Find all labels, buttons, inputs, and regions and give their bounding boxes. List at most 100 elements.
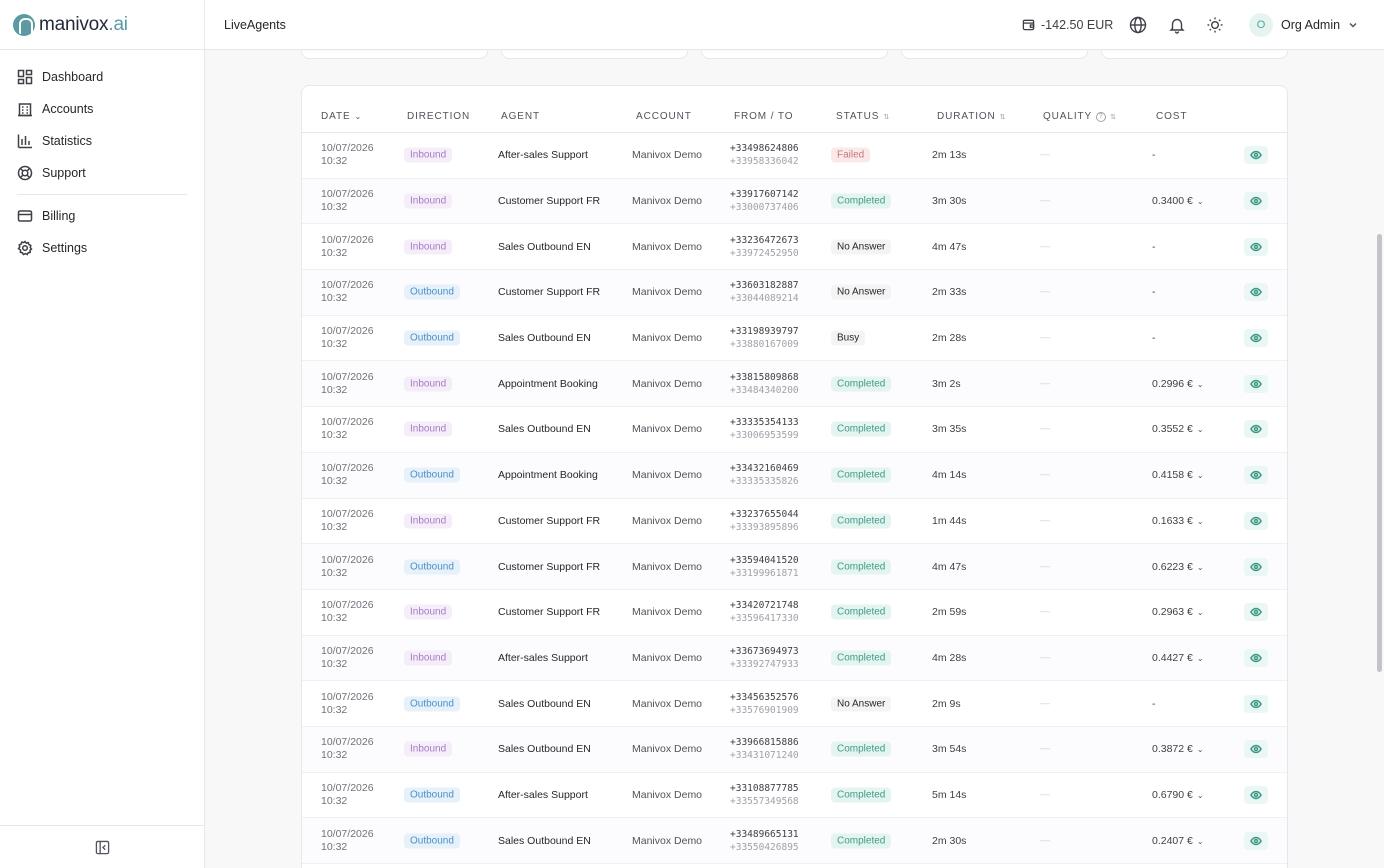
stat-card <box>301 51 488 59</box>
lifebuoy-icon <box>17 165 33 181</box>
table-row[interactable]: 10/07/2026 10:32 Inbound Sales Outbound EN M… <box>302 726 1287 773</box>
stat-card <box>501 51 688 59</box>
globe-icon[interactable] <box>1129 16 1147 34</box>
avatar: O <box>1249 12 1273 37</box>
call-cost[interactable]: 0.3872 € ⌄ <box>1152 743 1204 756</box>
table-row[interactable]: 10/07/2026 10:32 Inbound Sales Outbound EN M… <box>302 407 1287 453</box>
scrollbar[interactable] <box>1377 234 1382 672</box>
column-header-duration[interactable]: DURATION ⇅ <box>937 111 1007 122</box>
account-name: Manivox Demo <box>632 149 703 162</box>
bell-icon[interactable] <box>1168 16 1186 34</box>
sun-icon[interactable] <box>1206 16 1224 34</box>
call-cost[interactable]: 0.3552 € ⌄ <box>1152 423 1204 436</box>
view-call-button[interactable] <box>1244 740 1268 759</box>
direction-badge: Inbound <box>404 513 453 529</box>
view-call-button[interactable] <box>1244 374 1268 393</box>
table-row[interactable]: 10/07/2026 10:32 Inbound Sales Outbound EN M… <box>302 224 1287 271</box>
call-cost[interactable]: 0.2996 € ⌄ <box>1152 377 1204 390</box>
call-cost[interactable]: 0.4427 € ⌄ <box>1152 651 1204 664</box>
phone-numbers: +33420721748 +33596417330 <box>730 600 799 625</box>
sidebar-item-support[interactable]: Support <box>0 157 204 189</box>
agent-name: Sales Outbound EN <box>498 423 591 436</box>
sidebar-item-settings[interactable]: Settings <box>0 232 204 264</box>
column-header-date[interactable]: DATE ⌄ <box>321 111 363 122</box>
call-duration: 1m 44s <box>932 514 967 527</box>
call-cost[interactable]: 0.6790 € ⌄ <box>1152 788 1204 801</box>
view-call-button[interactable] <box>1244 694 1268 713</box>
column-header-direction: DIRECTION <box>407 111 471 122</box>
view-call-button[interactable] <box>1244 237 1268 256</box>
sidebar-item-dashboard[interactable]: Dashboard <box>0 61 204 93</box>
table-row[interactable]: 10/07/2026 10:32 Inbound Appointment Bookin… <box>302 361 1287 408</box>
table-row[interactable]: 10/07/2026 10:32 Inbound After-sales Suppor… <box>302 133 1287 179</box>
call-date: 10/07/2026 10:32 <box>321 599 374 625</box>
view-call-button[interactable] <box>1244 831 1268 850</box>
view-call-button[interactable] <box>1244 466 1268 485</box>
call-duration: 3m 54s <box>932 743 967 756</box>
balance-amount: -142.50 EUR <box>1041 17 1114 32</box>
sidebar-item-statistics[interactable]: Statistics <box>0 125 204 157</box>
table-row[interactable]: 10/07/2026 10:32 Outbound Customer Support … <box>302 544 1287 590</box>
table-row[interactable]: 10/07/2026 10:32 Outbound Sales Outbound EN… <box>302 818 1287 864</box>
direction-badge: Outbound <box>404 330 460 346</box>
view-call-button[interactable] <box>1244 329 1268 348</box>
direction-badge: Inbound <box>404 650 453 666</box>
agent-name: After-sales Support <box>498 788 588 801</box>
call-cost[interactable]: 0.3400 € ⌄ <box>1152 195 1204 208</box>
stat-card <box>1101 51 1288 59</box>
agent-name: Customer Support FR <box>498 195 601 208</box>
phone-numbers: +33815809868 +33484340200 <box>730 371 799 396</box>
chevron-down-icon: ⌄ <box>1196 790 1204 800</box>
call-cost[interactable]: 0.6223 € ⌄ <box>1152 560 1204 573</box>
column-header-status[interactable]: STATUS ⇅ <box>836 111 891 122</box>
breadcrumb: LiveAgents <box>224 17 286 32</box>
status-badge: Completed <box>831 833 892 849</box>
status-badge: No Answer <box>831 239 892 255</box>
sidebar-item-billing[interactable]: Billing <box>0 200 204 232</box>
phone-numbers: +33966815886 +33431071240 <box>730 737 799 762</box>
agent-name: After-sales Support <box>498 149 588 162</box>
table-row[interactable]: 10/07/2026 10:32 Outbound Sales Outbound EN… <box>302 681 1287 727</box>
view-call-button[interactable] <box>1244 557 1268 576</box>
table-row[interactable]: 10/07/2026 10:32 Inbound Customer Support F… <box>302 590 1287 636</box>
view-call-button[interactable] <box>1244 192 1268 211</box>
view-call-button[interactable] <box>1244 648 1268 667</box>
call-date: 10/07/2026 10:32 <box>321 553 374 579</box>
quality-score: — <box>1040 241 1050 253</box>
call-cost[interactable]: 0.2963 € ⌄ <box>1152 606 1204 619</box>
dashboard-icon <box>17 69 33 85</box>
view-call-button[interactable] <box>1244 511 1268 530</box>
help-icon[interactable]: ? <box>1096 111 1107 122</box>
chevron-down-icon: ⌄ <box>1196 471 1204 481</box>
logo[interactable]: manivox.ai <box>0 0 204 50</box>
sidebar-divider <box>17 194 187 195</box>
table-row[interactable]: 10/07/2026 10:32 Outbound Sales Outbound EN… <box>302 316 1287 362</box>
view-call-button[interactable] <box>1244 420 1268 439</box>
quality-score: — <box>1040 561 1050 573</box>
call-cost[interactable]: 0.1633 € ⌄ <box>1152 514 1204 527</box>
account-name: Manivox Demo <box>632 423 703 436</box>
table-row[interactable]: 10/07/2026 10:32 Outbound Customer Support … <box>302 270 1287 316</box>
view-call-button[interactable] <box>1244 146 1268 165</box>
view-call-button[interactable] <box>1244 283 1268 302</box>
quality-score: — <box>1040 743 1050 755</box>
view-call-button[interactable] <box>1244 785 1268 804</box>
column-header-quality[interactable]: QUALITY? ⇅ <box>1043 111 1117 122</box>
table-row[interactable]: 10/07/2026 10:32 Outbound Appointment Booki… <box>302 452 1287 499</box>
call-cost[interactable]: 0.2407 € ⌄ <box>1152 834 1204 847</box>
table-row[interactable]: 10/07/2026 10:32 Inbound After-sales Suppor… <box>302 635 1287 682</box>
sidebar-collapse-button[interactable] <box>0 825 204 868</box>
call-date: 10/07/2026 10:32 <box>321 416 374 442</box>
table-row[interactable]: 10/07/2026 10:32 Outbound After-sales Suppo… <box>302 773 1287 819</box>
balance-indicator[interactable]: -142.50 EUR <box>1022 18 1113 32</box>
table-header: DATE ⌄ DIRECTION AGENT ACCOUNT FROM / TO … <box>302 86 1287 133</box>
agent-name: Sales Outbound EN <box>498 697 591 710</box>
view-call-button[interactable] <box>1244 603 1268 622</box>
sidebar-nav: Dashboard Accounts Statistics Support Bi… <box>0 50 204 264</box>
sidebar-item-accounts[interactable]: Accounts <box>0 93 204 125</box>
eye-icon <box>1250 242 1262 252</box>
user-menu[interactable]: O Org Admin <box>1249 12 1358 37</box>
table-row[interactable]: 10/07/2026 10:32 Inbound Customer Support F… <box>302 178 1287 225</box>
call-cost[interactable]: 0.4158 € ⌄ <box>1152 469 1204 482</box>
table-row[interactable]: 10/07/2026 10:32 Inbound Customer Support F… <box>302 499 1287 545</box>
